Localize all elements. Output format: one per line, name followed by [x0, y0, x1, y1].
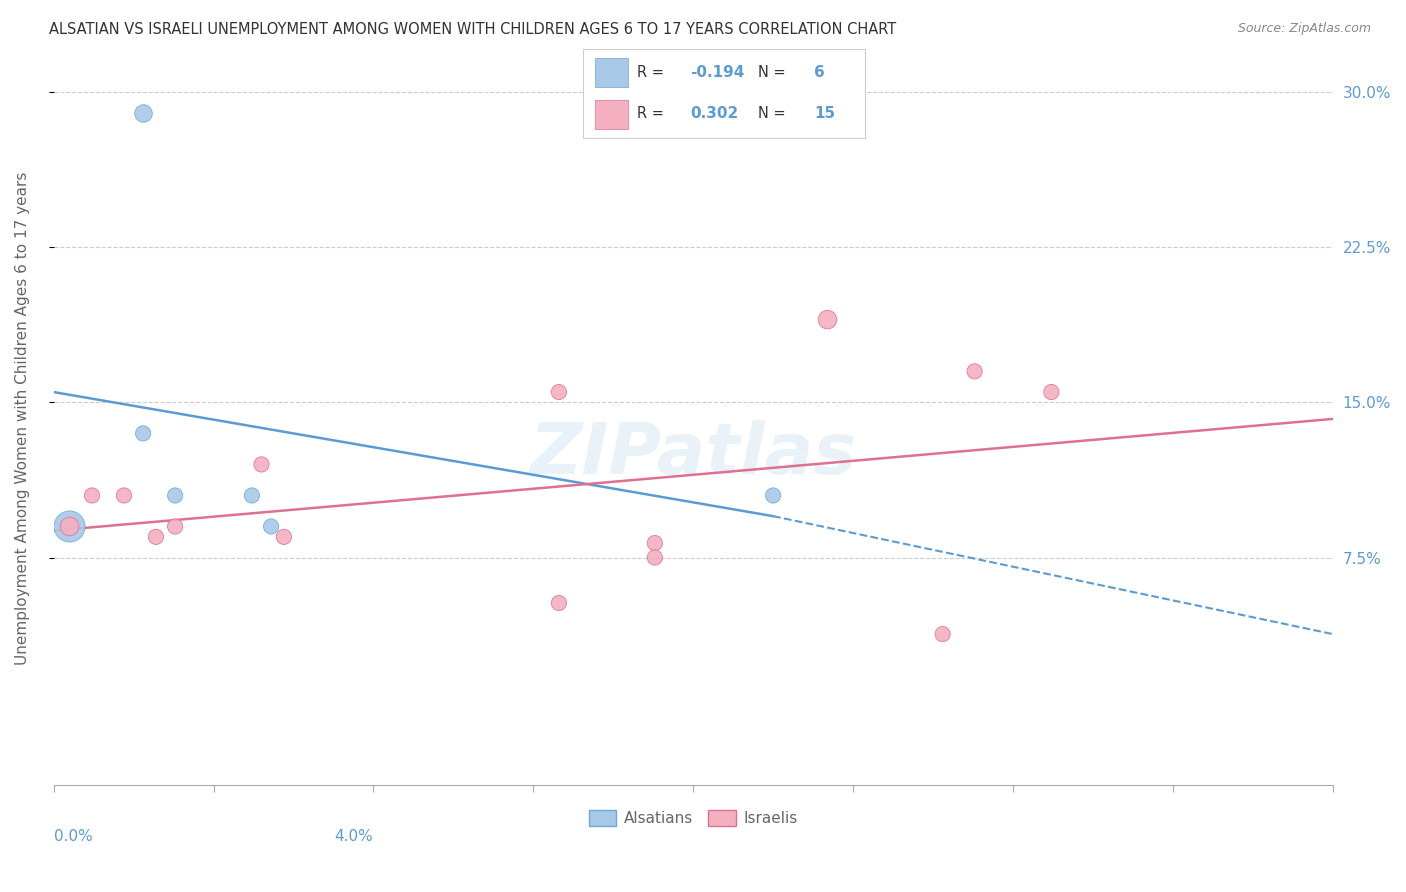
Point	[80, 488, 103, 502]
Point	[644, 550, 666, 565]
Text: 15: 15	[814, 106, 835, 121]
Y-axis label: Unemployment Among Women with Children Ages 6 to 17 years: Unemployment Among Women with Children A…	[15, 171, 30, 665]
Text: R =: R =	[637, 65, 668, 80]
Point	[250, 458, 273, 472]
Point	[762, 488, 785, 502]
FancyBboxPatch shape	[583, 49, 865, 138]
Point	[112, 488, 135, 502]
Point	[931, 627, 953, 641]
Point	[59, 519, 82, 533]
Text: R =: R =	[637, 106, 668, 121]
Text: 6: 6	[814, 65, 825, 80]
Point	[240, 488, 263, 502]
Legend: Alsatians, Israelis: Alsatians, Israelis	[582, 804, 804, 832]
Point	[132, 105, 155, 120]
Text: ZIPatlas: ZIPatlas	[530, 420, 856, 489]
Text: ALSATIAN VS ISRAELI UNEMPLOYMENT AMONG WOMEN WITH CHILDREN AGES 6 TO 17 YEARS CO: ALSATIAN VS ISRAELI UNEMPLOYMENT AMONG W…	[49, 22, 897, 37]
Point	[59, 519, 82, 533]
Point	[817, 312, 839, 326]
Point	[644, 536, 666, 550]
Text: -0.194: -0.194	[690, 65, 745, 80]
Point	[273, 530, 295, 544]
Text: N =: N =	[758, 65, 790, 80]
Point	[1040, 385, 1063, 400]
Point	[963, 364, 986, 378]
Text: 0.302: 0.302	[690, 106, 738, 121]
Point	[165, 488, 187, 502]
Text: Source: ZipAtlas.com: Source: ZipAtlas.com	[1237, 22, 1371, 36]
Point	[547, 596, 569, 610]
Bar	[595, 100, 628, 129]
Point	[547, 385, 569, 400]
Bar	[595, 58, 628, 87]
Point	[132, 426, 155, 441]
Text: 4.0%: 4.0%	[335, 830, 374, 844]
Text: N =: N =	[758, 106, 790, 121]
Text: 0.0%: 0.0%	[53, 830, 93, 844]
Point	[165, 519, 187, 533]
Point	[145, 530, 167, 544]
Point	[260, 519, 283, 533]
